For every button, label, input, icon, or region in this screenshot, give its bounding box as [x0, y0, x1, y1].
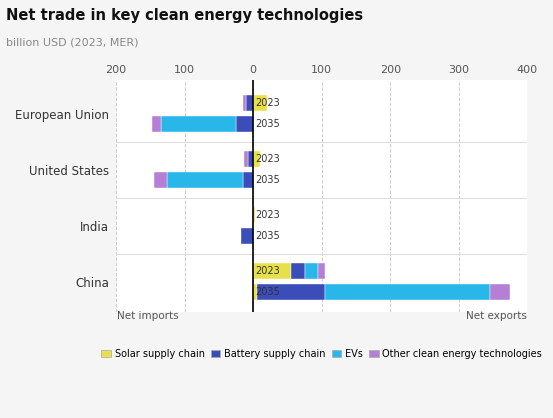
Bar	[241, 228, 253, 244]
Text: 2035: 2035	[255, 119, 280, 129]
Text: 2035: 2035	[255, 287, 280, 297]
Bar	[236, 116, 253, 132]
Text: Net trade in key clean energy technologies: Net trade in key clean energy technologi…	[6, 8, 363, 23]
Text: billion USD (2023, MER): billion USD (2023, MER)	[6, 38, 138, 48]
Bar	[248, 151, 253, 167]
Text: 2035: 2035	[255, 231, 280, 241]
Bar	[291, 263, 305, 279]
Bar	[305, 263, 319, 279]
Text: Net imports: Net imports	[117, 311, 178, 321]
Text: Net exports: Net exports	[466, 311, 527, 321]
Legend: Solar supply chain, Battery supply chain, EVs, Other clean energy technologies: Solar supply chain, Battery supply chain…	[97, 345, 546, 363]
Bar	[325, 284, 490, 300]
Bar	[257, 284, 325, 300]
Bar	[154, 172, 168, 188]
Bar	[244, 151, 248, 167]
Bar	[253, 151, 260, 167]
Bar	[243, 172, 253, 188]
Text: 2023: 2023	[255, 266, 280, 276]
Bar	[246, 95, 253, 111]
Text: 2023: 2023	[255, 154, 280, 164]
Bar	[253, 284, 257, 300]
Text: 2023: 2023	[255, 210, 280, 220]
Text: 2023: 2023	[255, 98, 280, 108]
Text: 2035: 2035	[255, 175, 280, 185]
Bar	[152, 116, 160, 132]
Bar	[490, 284, 510, 300]
Bar	[168, 172, 243, 188]
Bar	[253, 207, 255, 223]
Bar	[253, 263, 291, 279]
Bar	[319, 263, 325, 279]
Bar	[243, 95, 246, 111]
Bar	[253, 95, 267, 111]
Bar	[160, 116, 236, 132]
